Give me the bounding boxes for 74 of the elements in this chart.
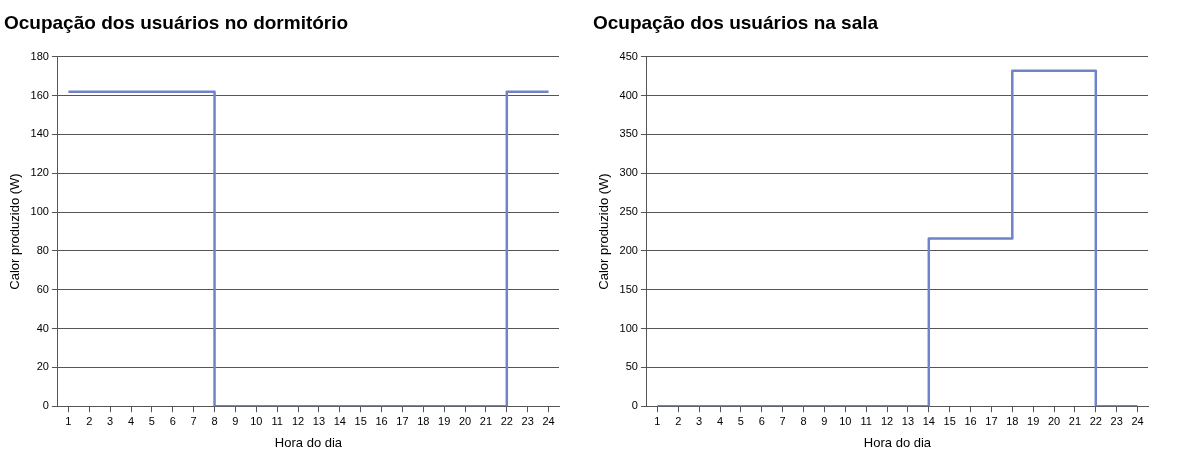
x-tick-label: 20 [458,414,472,427]
y-tick-label: 450 [619,49,638,62]
x-tick-label: 24 [542,414,555,427]
x-tick-label: 12 [880,414,894,427]
y-tick-label: 120 [30,166,49,179]
y-tick-label: 200 [619,243,638,256]
x-tick-label: 21 [1068,414,1082,427]
x-tick-label: 16 [964,414,977,427]
y-axis-title: Calor produzido (W) [596,173,612,290]
x-tick-label: 22 [500,414,513,427]
y-tick-label: 180 [30,49,49,62]
x-tick-label: 3 [696,414,703,427]
x-tick-label: 9 [232,414,239,427]
x-tick-label: 17 [985,414,998,427]
x-tick-label: 18 [417,414,430,427]
x-tick-label: 23 [1110,414,1123,427]
x-tick-label: 14 [922,414,935,427]
x-tick-label: 1 [654,414,661,427]
x-tick-label: 15 [943,414,956,427]
x-tick-label: 22 [1089,414,1102,427]
y-tick-label: 300 [619,166,638,179]
x-tick-label: 14 [333,414,346,427]
y-tick-label: 350 [619,127,638,140]
x-tick-label: 8 [800,414,807,427]
y-tick-label: 400 [619,88,638,101]
x-axis-title: Hora do dia [274,434,343,450]
x-tick-label: 5 [148,414,155,427]
y-tick-label: 80 [36,243,49,256]
x-tick-label: 7 [779,414,786,427]
x-tick-label: 10 [250,414,263,427]
x-tick-label: 11 [860,414,872,427]
x-tick-label: 8 [211,414,218,427]
y-tick-label: 60 [36,282,49,295]
x-tick-label: 13 [312,414,326,427]
x-tick-label: 19 [438,414,451,427]
x-tick-label: 6 [169,414,176,427]
y-tick-label: 50 [625,360,638,373]
x-tick-label: 11 [271,414,283,427]
x-tick-label: 20 [1047,414,1061,427]
y-tick-label: 20 [36,360,49,373]
x-tick-label: 23 [521,414,534,427]
y-tick-label: 100 [30,205,49,218]
x-tick-label: 17 [396,414,409,427]
x-tick-label: 2 [86,414,93,427]
chart-title: Ocupação dos usuários na sala [593,11,879,33]
x-tick-label: 5 [737,414,744,427]
x-tick-label: 6 [758,414,765,427]
x-tick-label: 7 [190,414,197,427]
y-tick-label: 160 [30,88,49,101]
y-tick-label: 150 [619,282,638,295]
y-tick-label: 250 [619,205,638,218]
y-tick-label: 0 [631,399,638,412]
x-tick-label: 1 [65,414,72,427]
y-tick-label: 100 [619,321,638,334]
x-tick-label: 4 [127,414,135,427]
y-tick-label: 40 [36,321,49,334]
x-tick-label: 18 [1006,414,1019,427]
x-tick-label: 4 [716,414,724,427]
y-tick-label: 140 [30,127,49,140]
x-tick-label: 19 [1027,414,1040,427]
x-tick-label: 24 [1131,414,1144,427]
x-tick-label: 10 [839,414,852,427]
x-tick-label: 9 [821,414,828,427]
x-tick-label: 12 [291,414,305,427]
x-tick-label: 13 [901,414,915,427]
y-axis-title: Calor produzido (W) [7,173,23,290]
x-tick-label: 3 [107,414,114,427]
chart-title: Ocupação dos usuários no dormitório [4,11,349,33]
x-tick-label: 2 [675,414,682,427]
x-tick-label: 16 [375,414,388,427]
x-tick-label: 21 [479,414,493,427]
x-axis-title: Hora do dia [863,434,932,450]
y-tick-label: 0 [42,399,49,412]
x-tick-label: 15 [354,414,367,427]
